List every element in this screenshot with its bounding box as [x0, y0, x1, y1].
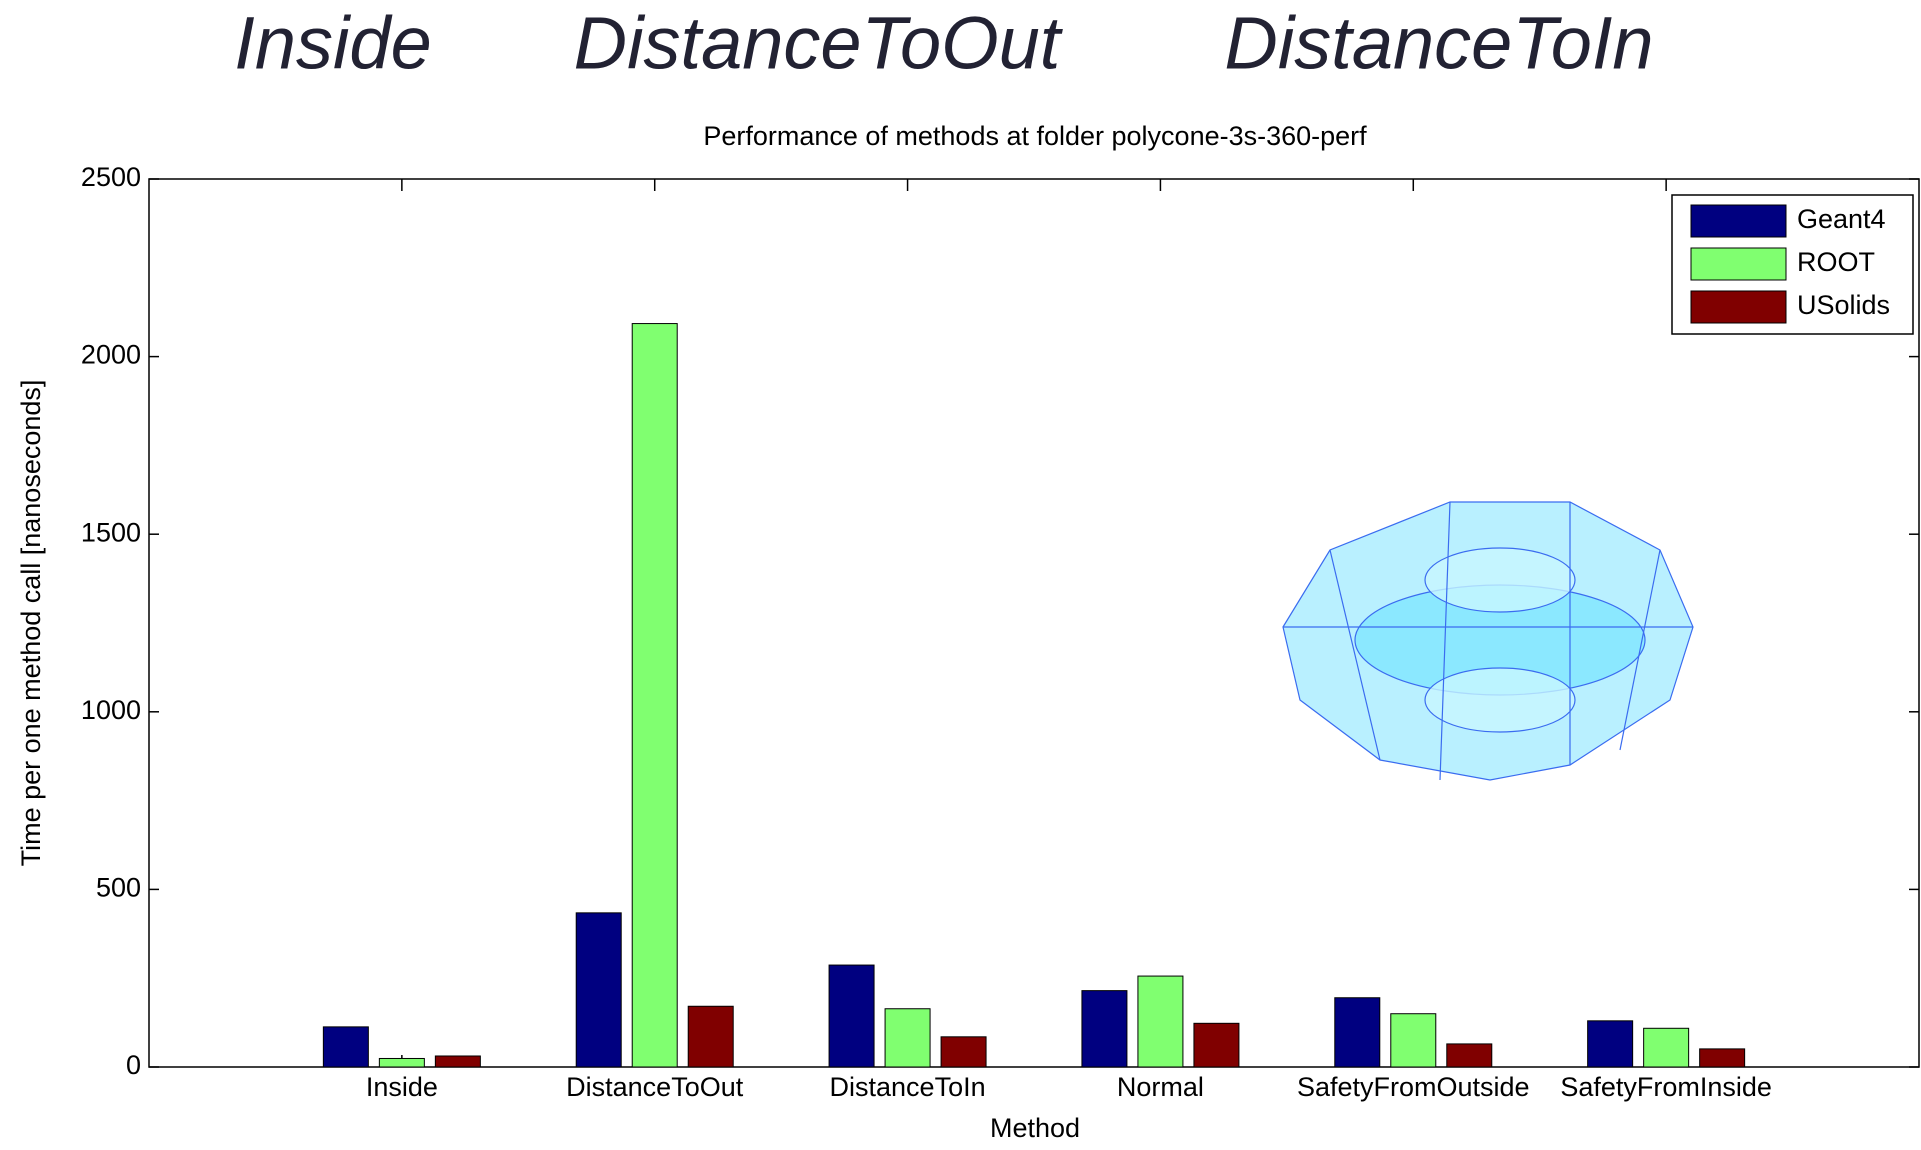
heading: DistanceToOut [574, 2, 1064, 85]
y-tick-label: 1000 [81, 695, 141, 725]
bar [1588, 1021, 1633, 1067]
legend-label: ROOT [1797, 247, 1875, 277]
legend-swatch [1691, 205, 1786, 237]
chart: Inside DistanceToOut DistanceToIn Perfor… [0, 0, 1921, 1150]
heading: Inside [234, 2, 431, 85]
chart-title: Performance of methods at folder polycon… [703, 121, 1367, 151]
x-tick-label: DistanceToOut [566, 1072, 744, 1102]
bar [1644, 1028, 1689, 1067]
x-tick-label: DistanceToIn [830, 1072, 986, 1102]
bar [1138, 976, 1183, 1067]
bar [435, 1056, 480, 1067]
bar [885, 1009, 930, 1067]
bar [1082, 991, 1127, 1067]
bar [1391, 1014, 1436, 1067]
bar [1194, 1023, 1239, 1067]
bar [323, 1027, 368, 1067]
legend-label: USolids [1797, 290, 1890, 320]
x-tick-label: Inside [366, 1072, 438, 1102]
legend-label: Geant4 [1797, 204, 1886, 234]
bar [632, 324, 677, 1067]
bar [941, 1037, 986, 1067]
bar [576, 913, 621, 1067]
bar [1447, 1044, 1492, 1067]
polycone-image [1283, 502, 1693, 780]
bar [1700, 1049, 1745, 1067]
bar [688, 1006, 733, 1067]
legend-swatch [1691, 291, 1786, 323]
heading: DistanceToIn [1224, 2, 1653, 85]
bar [379, 1058, 424, 1067]
y-tick-label: 2500 [81, 162, 141, 192]
legend-swatch [1691, 248, 1786, 280]
x-axis-label: Method [990, 1113, 1080, 1143]
x-tick-label: SafetyFromInside [1560, 1072, 1772, 1102]
y-tick-label: 0 [126, 1050, 141, 1080]
bar [829, 965, 874, 1067]
x-tick-label: Normal [1117, 1072, 1204, 1102]
y-tick-label: 1500 [81, 517, 141, 547]
x-tick-label: SafetyFromOutside [1297, 1072, 1530, 1102]
y-tick-label: 500 [96, 873, 141, 903]
y-axis-label: Time per one method call [nanoseconds] [16, 380, 46, 867]
y-tick-label: 2000 [81, 340, 141, 370]
bar [1335, 998, 1380, 1067]
